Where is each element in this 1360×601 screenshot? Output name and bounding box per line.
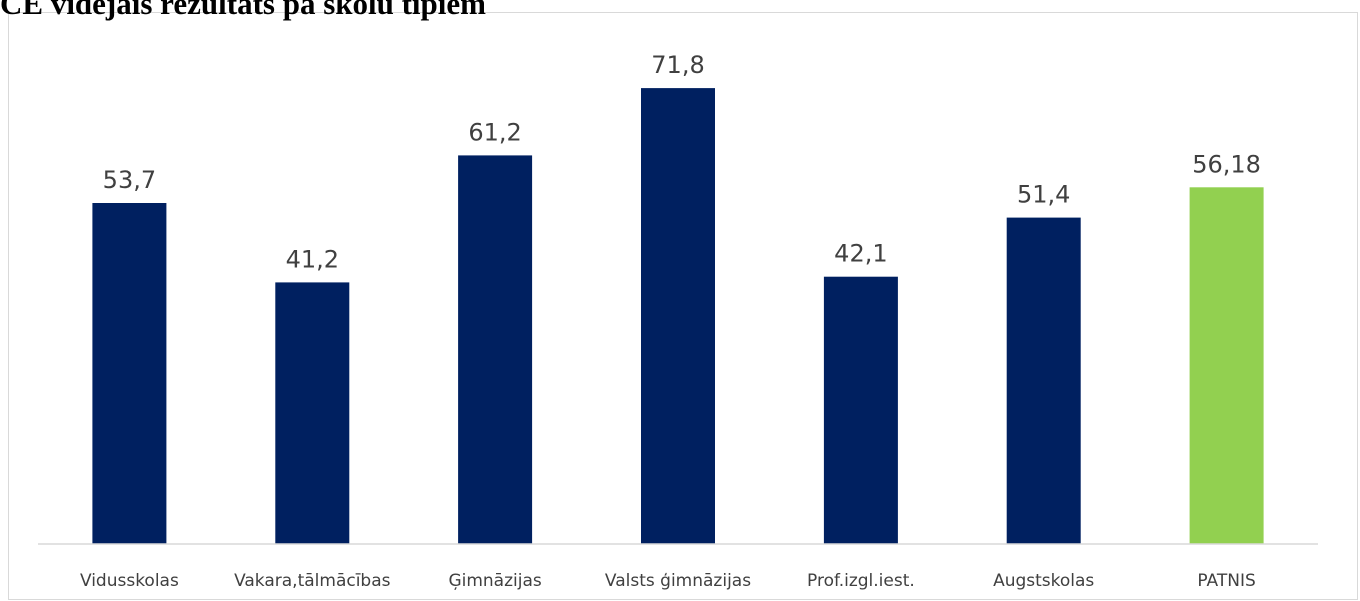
x-tick-label-prof-izgl-iest: Prof.izgl.iest. — [807, 571, 915, 591]
value-label-augstskolas: 51,4 — [1017, 181, 1070, 209]
x-tick-label-augstskolas: Augstskolas — [993, 571, 1094, 591]
x-tick-label-valsts-gimnazijas: Valsts ģimnāzijas — [605, 571, 751, 591]
bar-vidusskolas — [92, 203, 167, 544]
bar-gimnazijas — [458, 155, 533, 544]
value-label-patnis: 56,18 — [1192, 150, 1261, 178]
bar-vakara-talmacibas — [275, 282, 350, 544]
bar-augstskolas — [1006, 217, 1081, 544]
value-label-valsts-gimnazijas: 71,8 — [651, 51, 704, 79]
value-label-prof-izgl-iest: 42,1 — [834, 240, 887, 268]
x-tick-label-vidusskolas: Vidusskolas — [80, 571, 179, 591]
value-label-vakara-talmacibas: 41,2 — [286, 245, 339, 273]
chart-title: CE vidējais rezultāts pa skolu tipiem — [0, 0, 486, 21]
value-label-vidusskolas: 53,7 — [103, 166, 156, 194]
bar-valsts-gimnazijas — [641, 88, 715, 544]
bar-patnis — [1189, 187, 1264, 545]
x-tick-label-patnis: PATNIS — [1197, 571, 1255, 591]
x-tick-label-vakara-talmacibas: Vakara,tālmācības — [234, 571, 391, 591]
bar-prof-izgl-iest — [823, 276, 898, 544]
value-label-gimnazijas: 61,2 — [468, 118, 521, 146]
x-tick-label-gimnazijas: Ģimnāzijas — [448, 571, 541, 591]
